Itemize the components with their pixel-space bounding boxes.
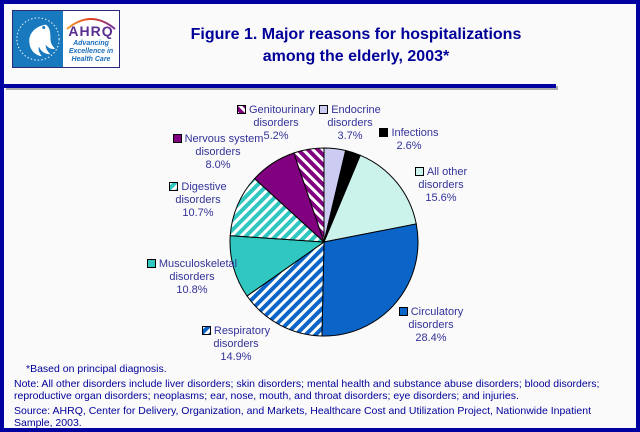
slice-pct-label: 10.7% (182, 207, 214, 219)
slice-label-all_other: All other disorders 15.6% (371, 166, 511, 205)
legend-marker-icon (379, 128, 389, 137)
slice-label-text: Genitourinary (248, 104, 316, 116)
legend-marker-icon (172, 134, 182, 143)
ahrq-acronym: AHRQ (68, 23, 114, 39)
legend-marker-icon (398, 307, 408, 316)
tagline-line: Advancing (73, 40, 109, 47)
hhs-eagle-icon (16, 17, 60, 61)
figure-title-line1: Figure 1. Major reasons for hospitalizat… (190, 26, 522, 43)
slice-label-nervous: Nervous system disorders 8.0% (148, 133, 288, 172)
pie-slice-circulatory (321, 223, 419, 337)
pie-slice-all_other (323, 154, 417, 243)
slice-label-musculoskeletal: Musculoskeletal disorders 10.8% (122, 258, 262, 297)
slice-label-text: disorders (175, 194, 221, 206)
legend-marker-icon (414, 167, 424, 176)
slice-label-text: disorders (253, 117, 299, 129)
slice-label-text: Nervous system (184, 133, 264, 145)
rainbow-arc-icon (66, 18, 116, 30)
footnote-diagnosis: *Based on principal diagnosis. (26, 363, 167, 375)
footnote-source: Source: AHRQ, Center for Delivery, Organ… (14, 404, 591, 429)
slice-pct-label: 15.6% (425, 192, 457, 204)
legend-marker-icon (319, 105, 329, 114)
hhs-seal-icon (13, 11, 63, 67)
slice-label-text: disorders (408, 319, 454, 331)
slice-label-respiratory: Respiratory disorders 14.9% (166, 325, 306, 364)
slice-pct-label: 5.2% (263, 130, 289, 142)
tagline-line: Health Care (71, 56, 111, 63)
legend-marker-icon (146, 259, 156, 268)
slice-pct-label: 2.6% (396, 140, 422, 152)
footnotes: *Based on principal diagnosis. Note: All… (14, 363, 626, 429)
slice-label-text: Digestive (181, 181, 227, 193)
slice-label-text: Respiratory (213, 325, 271, 337)
slice-label-text: disorders (213, 338, 259, 350)
slice-label-text: Circulatory (410, 306, 464, 318)
slice-label-text: Infections (391, 127, 439, 139)
slice-label-text: disorders (195, 146, 241, 158)
slice-label-text: Endocrine (331, 104, 381, 116)
header-rule (4, 84, 556, 88)
figure-title: Figure 1. Major reasons for hospitalizat… (96, 24, 616, 68)
pie-slice-genitourinary (293, 147, 325, 243)
slice-label-text: disorders (169, 271, 215, 283)
slice-label-text: Musculoskeletal (158, 258, 238, 270)
legend-marker-icon (236, 105, 246, 114)
slice-label-genitourinary: Genitourinary disorders 5.2% (206, 104, 346, 143)
slice-label-text: disorders (327, 117, 373, 129)
legend-marker-icon (201, 326, 211, 335)
slice-label-digestive: Digestive disorders 10.7% (128, 181, 268, 220)
legend-marker-icon (169, 182, 179, 191)
ahrq-tagline: Advancing Excellence in Health Care (69, 40, 113, 64)
slice-pct-label: 3.7% (337, 130, 363, 142)
slice-label-text: All other (426, 166, 468, 178)
pie-slice-respiratory (246, 241, 325, 337)
ahrq-logo: AHRQ Advancing Excellence in Health Care (12, 10, 120, 68)
pie-chart (229, 147, 419, 337)
slice-pct-label: 10.8% (176, 284, 208, 296)
figure-title-line2: among the elderly, 2003* (262, 48, 450, 65)
slice-pct-label: 28.4% (415, 332, 447, 344)
slice-label-infections: Infections 2.6% (339, 127, 479, 153)
slice-label-endocrine: Endocrine disorders 3.7% (280, 104, 420, 143)
tagline-line: Excellence in (68, 48, 114, 55)
slice-pct-label: 8.0% (205, 159, 231, 171)
footnote-note: Note: All other disorders include liver … (14, 377, 600, 403)
slice-label-text: disorders (418, 179, 464, 191)
slice-pct-label: 14.9% (220, 351, 252, 363)
ahrq-wordmark: AHRQ Advancing Excellence in Health Care (63, 11, 119, 67)
slice-label-circulatory: Circulatory disorders 28.4% (361, 306, 501, 345)
